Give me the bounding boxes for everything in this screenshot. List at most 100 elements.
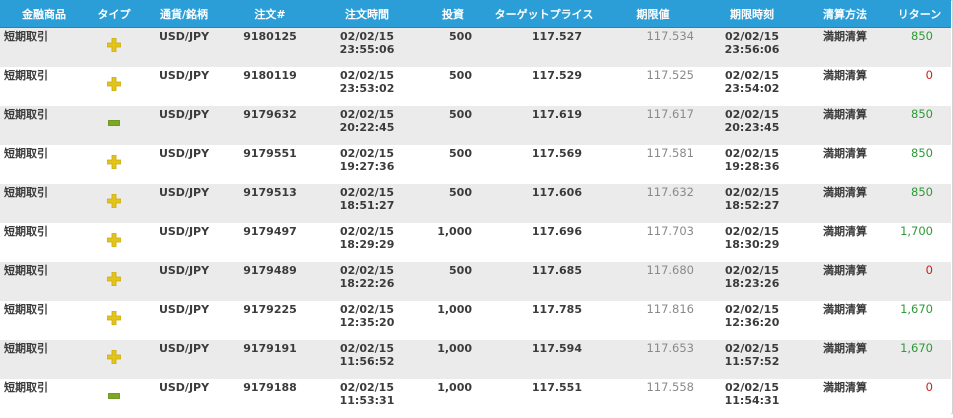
return-cell: 850	[888, 184, 951, 223]
plus-icon	[106, 193, 122, 211]
order-clock: 18:22:26	[339, 277, 395, 290]
order-date: 02/02/15	[340, 69, 394, 82]
expiry-date: 02/02/15	[725, 69, 779, 82]
expiry-time-cell: 02/02/15 12:36:20	[702, 301, 802, 340]
expiry-date: 02/02/15	[725, 108, 779, 121]
return-cell: 0	[888, 262, 951, 301]
order-time-cell: 02/02/15 11:56:52	[312, 340, 422, 379]
expiry-time-cell: 02/02/15 11:57:52	[702, 340, 802, 379]
expiry-clock: 23:54:02	[724, 82, 780, 95]
order-clock: 23:53:02	[339, 82, 395, 95]
target-price-cell: 117.685	[484, 262, 604, 301]
product-cell: 短期取引	[0, 379, 88, 418]
expiry-clock: 20:23:45	[724, 121, 780, 134]
investment-cell: 500	[422, 184, 484, 223]
order-number-cell: 9179188	[228, 379, 312, 418]
order-clock: 11:56:52	[339, 355, 395, 368]
return-cell: 850	[888, 106, 951, 145]
table-row: 短期取引 USD/JPY 9179188 02/02/15 11:53:31 1,…	[0, 379, 951, 418]
order-time-cell: 02/02/15 11:53:31	[312, 379, 422, 418]
settlement-cell: 満期清算	[802, 184, 888, 223]
settlement-cell: 満期清算	[802, 340, 888, 379]
order-time-cell: 02/02/15 18:51:27	[312, 184, 422, 223]
order-date: 02/02/15	[340, 225, 394, 238]
order-clock: 23:55:06	[339, 43, 395, 56]
table-row: 短期取引 USD/JPY 9179489 02/02/15 18:22:26 50…	[0, 262, 951, 301]
order-time-cell: 02/02/15 18:29:29	[312, 223, 422, 262]
expiry-clock: 12:36:20	[724, 316, 780, 329]
type-cell	[88, 379, 140, 418]
symbol-cell: USD/JPY	[140, 340, 228, 379]
symbol-cell: USD/JPY	[140, 184, 228, 223]
expiry-value-cell: 117.680	[604, 262, 702, 301]
expiry-value-cell: 117.617	[604, 106, 702, 145]
expiry-time-cell: 02/02/15 23:54:02	[702, 67, 802, 106]
plus-icon	[106, 232, 122, 250]
symbol-cell: USD/JPY	[140, 262, 228, 301]
order-number-cell: 9179497	[228, 223, 312, 262]
settlement-cell: 満期清算	[802, 145, 888, 184]
settlement-cell: 満期清算	[802, 27, 888, 67]
order-number-cell: 9179513	[228, 184, 312, 223]
order-clock: 20:22:45	[339, 121, 395, 134]
plus-icon	[106, 37, 122, 55]
order-date: 02/02/15	[340, 303, 394, 316]
order-time-cell: 02/02/15 20:22:45	[312, 106, 422, 145]
order-number-cell: 9179225	[228, 301, 312, 340]
expiry-date: 02/02/15	[725, 225, 779, 238]
product-cell: 短期取引	[0, 67, 88, 106]
investment-cell: 1,000	[422, 223, 484, 262]
header-order-time: 注文時間	[312, 0, 422, 28]
order-number-cell: 9180125	[228, 27, 312, 67]
investment-cell: 500	[422, 262, 484, 301]
product-cell: 短期取引	[0, 301, 88, 340]
return-cell: 1,670	[888, 340, 951, 379]
type-cell	[88, 340, 140, 379]
plus-icon	[106, 310, 122, 328]
expiry-time-cell: 02/02/15 23:56:06	[702, 27, 802, 67]
expiry-clock: 18:23:26	[724, 277, 780, 290]
target-price-cell: 117.785	[484, 301, 604, 340]
header-target-price: ターゲットプライス	[484, 0, 604, 28]
return-cell: 850	[888, 145, 951, 184]
expiry-date: 02/02/15	[725, 303, 779, 316]
investment-cell: 1,000	[422, 301, 484, 340]
minus-icon	[108, 116, 120, 129]
table-row: 短期取引 USD/JPY 9179225 02/02/15 12:35:20 1,…	[0, 301, 951, 340]
expiry-time-cell: 02/02/15 19:28:36	[702, 145, 802, 184]
table-row: 短期取引 USD/JPY 9179191 02/02/15 11:56:52 1,…	[0, 340, 951, 379]
type-cell	[88, 262, 140, 301]
plus-icon	[106, 349, 122, 367]
product-cell: 短期取引	[0, 223, 88, 262]
type-cell	[88, 184, 140, 223]
expiry-value-cell: 117.653	[604, 340, 702, 379]
plus-icon	[106, 271, 122, 289]
order-time-cell: 02/02/15 23:55:06	[312, 27, 422, 67]
type-cell	[88, 301, 140, 340]
symbol-cell: USD/JPY	[140, 106, 228, 145]
target-price-cell: 117.527	[484, 27, 604, 67]
order-clock: 11:53:31	[339, 394, 395, 407]
investment-cell: 500	[422, 145, 484, 184]
expiry-clock: 23:56:06	[724, 43, 780, 56]
expiry-date: 02/02/15	[725, 381, 779, 394]
expiry-time-cell: 02/02/15 11:54:31	[702, 379, 802, 418]
order-time-cell: 02/02/15 12:35:20	[312, 301, 422, 340]
expiry-date: 02/02/15	[725, 147, 779, 160]
expiry-value-cell: 117.703	[604, 223, 702, 262]
order-time-cell: 02/02/15 18:22:26	[312, 262, 422, 301]
type-cell	[88, 27, 140, 67]
symbol-cell: USD/JPY	[140, 67, 228, 106]
type-cell	[88, 67, 140, 106]
table-row: 短期取引 USD/JPY 9179551 02/02/15 19:27:36 50…	[0, 145, 951, 184]
return-cell: 850	[888, 27, 951, 67]
investment-cell: 500	[422, 106, 484, 145]
expiry-value-cell: 117.525	[604, 67, 702, 106]
expiry-value-cell: 117.816	[604, 301, 702, 340]
header-expiry-value: 期限値	[604, 0, 702, 28]
order-number-cell: 9179489	[228, 262, 312, 301]
expiry-clock: 18:30:29	[724, 238, 780, 251]
header-order-number: 注文#	[228, 0, 312, 28]
settlement-cell: 満期清算	[802, 301, 888, 340]
